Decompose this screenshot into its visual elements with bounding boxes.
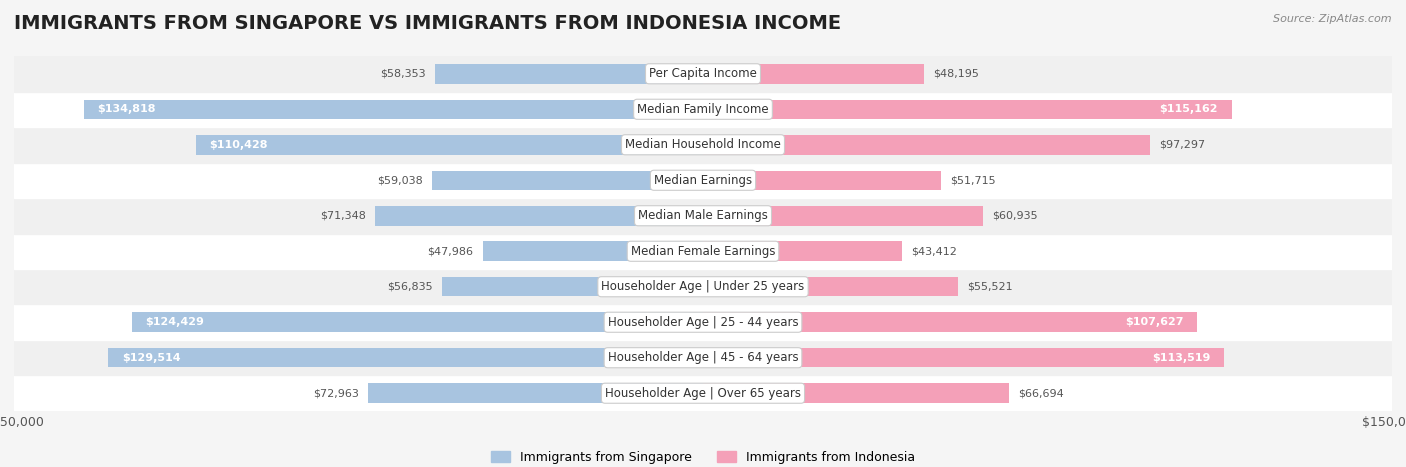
Text: Median Male Earnings: Median Male Earnings: [638, 209, 768, 222]
Text: $43,412: $43,412: [911, 246, 957, 256]
Bar: [703, 135, 1150, 155]
Text: Householder Age | 25 - 44 years: Householder Age | 25 - 44 years: [607, 316, 799, 329]
Text: $47,986: $47,986: [427, 246, 474, 256]
Bar: [14, 269, 1392, 304]
Bar: [14, 56, 1392, 92]
Bar: [14, 234, 1392, 269]
Bar: [195, 135, 703, 155]
Bar: [703, 312, 1198, 332]
Bar: [14, 163, 1392, 198]
Text: Householder Age | Over 65 years: Householder Age | Over 65 years: [605, 387, 801, 400]
Bar: [108, 348, 703, 368]
Text: $51,715: $51,715: [949, 175, 995, 185]
Bar: [14, 92, 1392, 127]
Text: IMMIGRANTS FROM SINGAPORE VS IMMIGRANTS FROM INDONESIA INCOME: IMMIGRANTS FROM SINGAPORE VS IMMIGRANTS …: [14, 14, 841, 33]
Text: $55,521: $55,521: [967, 282, 1012, 292]
Text: Median Household Income: Median Household Income: [626, 138, 780, 151]
Bar: [703, 277, 957, 297]
Text: Median Female Earnings: Median Female Earnings: [631, 245, 775, 258]
Text: $72,963: $72,963: [312, 388, 359, 398]
Text: $110,428: $110,428: [209, 140, 269, 150]
Text: $48,195: $48,195: [934, 69, 980, 79]
Bar: [703, 383, 1010, 403]
Bar: [132, 312, 703, 332]
Bar: [14, 340, 1392, 375]
Bar: [703, 348, 1225, 368]
Bar: [703, 170, 941, 190]
Text: Per Capita Income: Per Capita Income: [650, 67, 756, 80]
Bar: [375, 206, 703, 226]
Text: $97,297: $97,297: [1159, 140, 1205, 150]
Bar: [14, 304, 1392, 340]
Text: $124,429: $124,429: [145, 317, 204, 327]
Text: Median Family Income: Median Family Income: [637, 103, 769, 116]
Text: Householder Age | Under 25 years: Householder Age | Under 25 years: [602, 280, 804, 293]
Text: $115,162: $115,162: [1160, 104, 1218, 114]
Bar: [368, 383, 703, 403]
Text: $59,038: $59,038: [377, 175, 423, 185]
Text: $58,353: $58,353: [380, 69, 426, 79]
Text: $107,627: $107,627: [1125, 317, 1184, 327]
Bar: [703, 99, 1232, 119]
Text: Source: ZipAtlas.com: Source: ZipAtlas.com: [1274, 14, 1392, 24]
Bar: [84, 99, 703, 119]
Text: Median Earnings: Median Earnings: [654, 174, 752, 187]
Bar: [14, 198, 1392, 234]
Text: $113,519: $113,519: [1153, 353, 1211, 363]
Text: $71,348: $71,348: [321, 211, 366, 221]
Text: $66,694: $66,694: [1018, 388, 1064, 398]
Bar: [703, 64, 924, 84]
Bar: [434, 64, 703, 84]
Bar: [703, 241, 903, 261]
Bar: [441, 277, 703, 297]
Bar: [482, 241, 703, 261]
Text: Householder Age | 45 - 64 years: Householder Age | 45 - 64 years: [607, 351, 799, 364]
Text: $56,835: $56,835: [387, 282, 433, 292]
Text: $60,935: $60,935: [993, 211, 1038, 221]
Text: $129,514: $129,514: [122, 353, 180, 363]
Bar: [14, 375, 1392, 411]
Legend: Immigrants from Singapore, Immigrants from Indonesia: Immigrants from Singapore, Immigrants fr…: [486, 446, 920, 467]
Bar: [703, 206, 983, 226]
Bar: [432, 170, 703, 190]
Bar: [14, 127, 1392, 163]
Text: $134,818: $134,818: [97, 104, 156, 114]
